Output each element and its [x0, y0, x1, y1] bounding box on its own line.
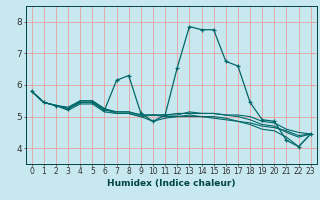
X-axis label: Humidex (Indice chaleur): Humidex (Indice chaleur) — [107, 179, 236, 188]
